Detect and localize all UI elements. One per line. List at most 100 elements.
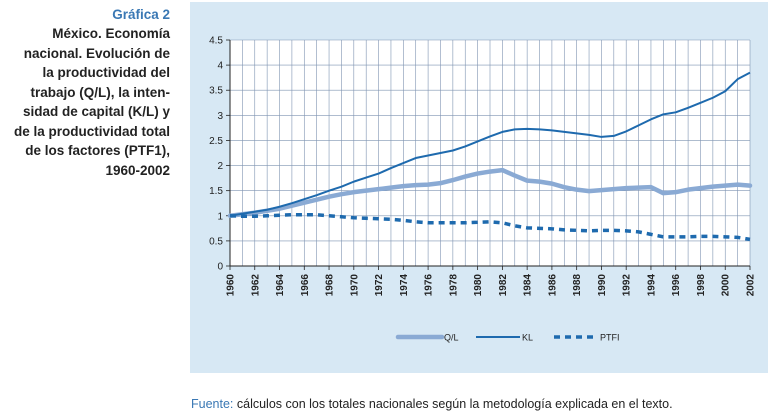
legend-label: KL: [522, 333, 533, 343]
x-tick-label: 1994: [646, 274, 657, 297]
x-tick-label: 2002: [746, 274, 757, 297]
data-point: [675, 192, 676, 193]
data-point: [267, 209, 268, 210]
data-point: [650, 119, 651, 120]
y-tick-label: 1: [217, 211, 223, 222]
data-point: [551, 183, 552, 184]
data-point: [366, 218, 367, 219]
legend-label: Q/L: [444, 333, 459, 343]
data-point: [564, 229, 565, 230]
data-point: [626, 188, 627, 189]
data-point: [440, 222, 441, 223]
data-point: [626, 230, 627, 231]
data-point: [700, 236, 701, 237]
data-point: [254, 216, 255, 217]
data-point: [539, 181, 540, 182]
data-point: [353, 181, 354, 182]
data-point: [279, 208, 280, 209]
source-note: Fuente: cálculos con los totales naciona…: [191, 397, 673, 411]
data-point: [613, 135, 614, 136]
data-point: [588, 191, 589, 192]
data-point: [415, 221, 416, 222]
data-point: [440, 152, 441, 153]
figure-title-line: México. Economía: [52, 26, 170, 41]
data-point: [551, 130, 552, 131]
x-tick-label: 1982: [498, 274, 509, 297]
data-point: [712, 186, 713, 187]
x-tick-label: 1992: [622, 274, 633, 297]
data-point: [353, 217, 354, 218]
data-point: [687, 107, 688, 108]
x-tick-label: 1980: [473, 274, 484, 297]
data-point: [551, 228, 552, 229]
y-tick-label: 0.5: [209, 236, 223, 247]
data-point: [328, 215, 329, 216]
data-point: [341, 194, 342, 195]
data-point: [749, 239, 750, 240]
data-point: [378, 218, 379, 219]
data-point: [527, 180, 528, 181]
data-point: [712, 236, 713, 237]
data-point: [588, 230, 589, 231]
data-point: [465, 146, 466, 147]
data-point: [341, 216, 342, 217]
data-point: [291, 214, 292, 215]
data-point: [564, 131, 565, 132]
data-point: [316, 214, 317, 215]
data-point: [638, 125, 639, 126]
x-tick-label: 1968: [325, 274, 336, 297]
data-point: [452, 180, 453, 181]
data-point: [403, 220, 404, 221]
data-point: [576, 133, 577, 134]
data-point: [675, 236, 676, 237]
data-point: [749, 185, 750, 186]
data-point: [601, 230, 602, 231]
data-point: [291, 203, 292, 204]
data-point: [502, 222, 503, 223]
data-point: [489, 171, 490, 172]
data-point: [576, 189, 577, 190]
data-point: [737, 237, 738, 238]
data-point: [304, 202, 305, 203]
x-tick-label: 1984: [523, 274, 534, 297]
data-point: [663, 114, 664, 115]
data-point: [502, 131, 503, 132]
figure-title-line: de los factores (PTF1),: [25, 143, 170, 158]
data-point: [712, 97, 713, 98]
data-point: [390, 219, 391, 220]
data-point: [650, 234, 651, 235]
y-tick-label: 0: [217, 262, 223, 273]
data-point: [353, 192, 354, 193]
x-tick-label: 1972: [374, 274, 385, 297]
data-point: [465, 176, 466, 177]
y-tick-label: 3.5: [209, 86, 223, 97]
data-point: [638, 231, 639, 232]
series-line-ptf1: [229, 213, 751, 242]
data-point: [304, 214, 305, 215]
data-point: [477, 141, 478, 142]
data-point: [452, 150, 453, 151]
data-point: [663, 193, 664, 194]
data-point: [749, 72, 750, 73]
data-point: [403, 186, 404, 187]
figure-label: Gráfica 2: [112, 7, 170, 22]
data-point: [390, 187, 391, 188]
data-point: [415, 157, 416, 158]
data-point: [725, 236, 726, 237]
data-point: [390, 167, 391, 168]
x-tick-label: 1964: [275, 274, 286, 297]
data-point: [378, 189, 379, 190]
data-point: [242, 216, 243, 217]
data-point: [700, 102, 701, 103]
data-point: [378, 173, 379, 174]
data-point: [737, 79, 738, 80]
data-point: [725, 185, 726, 186]
data-point: [427, 155, 428, 156]
data-point: [687, 236, 688, 237]
data-point: [514, 175, 515, 176]
data-point: [291, 205, 292, 206]
data-point: [267, 215, 268, 216]
data-point: [440, 183, 441, 184]
y-tick-label: 4.5: [209, 36, 223, 47]
y-tick-label: 2.5: [209, 136, 223, 147]
